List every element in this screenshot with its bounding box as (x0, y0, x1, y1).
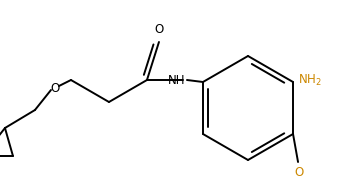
Text: NH: NH (167, 74, 185, 86)
Text: O: O (50, 82, 60, 94)
Text: O: O (294, 166, 303, 179)
Text: O: O (154, 23, 164, 36)
Text: NH$_2$: NH$_2$ (298, 72, 322, 88)
